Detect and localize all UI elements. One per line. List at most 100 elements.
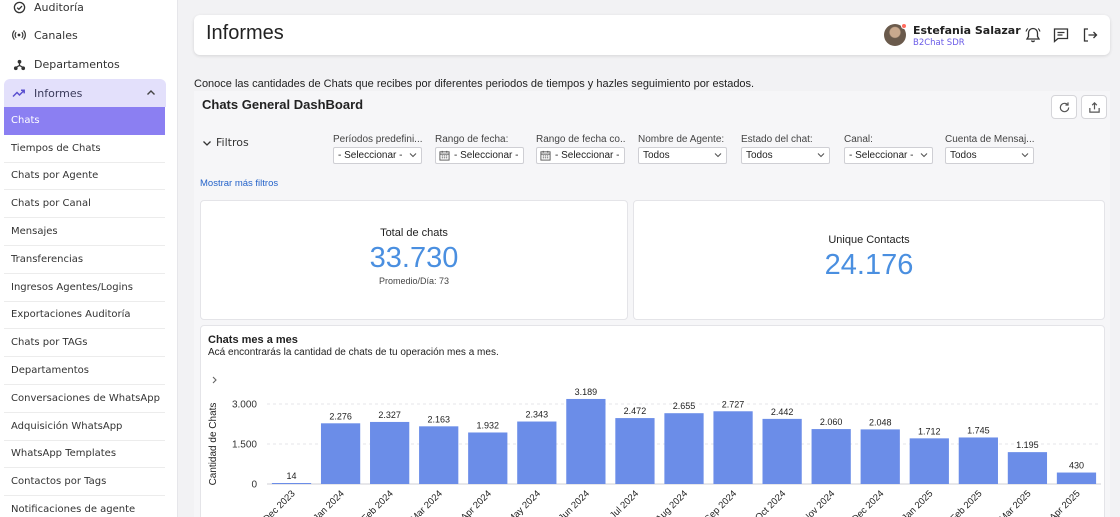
sidebar-subitem[interactable]: WhatsApp Templates [4, 440, 165, 469]
filter-label: Períodos predefini... [333, 134, 422, 145]
filter-select[interactable]: Todos [638, 147, 727, 164]
sidebar-subitem[interactable]: Exportaciones Auditoría [4, 301, 165, 330]
bar [762, 418, 802, 484]
bar [566, 398, 606, 484]
data-label: 1.712 [918, 426, 941, 436]
sidebar-subitem[interactable]: Chats [4, 107, 165, 135]
filter-6: Cuenta de Mensaj... Todos [945, 134, 1034, 164]
sidebar: Auditoría Canales Departamentos Informes… [0, 0, 178, 517]
nav-auditoria-label: Auditoría [34, 0, 84, 14]
bar [664, 413, 704, 484]
y-axis-label: Cantidad de Chats [208, 403, 219, 486]
filter-label: Canal: [844, 134, 873, 145]
bar [713, 411, 753, 484]
nav-departamentos[interactable]: Departamentos [4, 50, 166, 78]
trending-up-icon [12, 86, 26, 100]
filter-label: Cuenta de Mensaj... [945, 134, 1034, 145]
chevron-down-icon [409, 153, 417, 158]
sidebar-subitem[interactable]: Chats por Canal [4, 190, 165, 219]
refresh-icon [1059, 101, 1069, 112]
sidebar-subitem[interactable]: Adquisición WhatsApp [4, 412, 165, 441]
sidebar-subitem[interactable]: Tiempos de Chats [4, 134, 165, 163]
sidebar-subitem[interactable]: Conversaciones de WhatsApp [4, 385, 165, 413]
status-dot [901, 23, 907, 29]
sidebar-subitem[interactable]: Notificaciones de agente [4, 496, 165, 517]
sidebar-subitem[interactable]: Chats por TAGs [4, 329, 165, 358]
nav-canales[interactable]: Canales [4, 21, 166, 49]
chevron-down-icon [817, 153, 825, 158]
sidebar-subitem[interactable]: Departamentos [4, 357, 165, 385]
y-tick-label: 1.500 [232, 440, 257, 451]
filter-value: Todos [950, 150, 977, 161]
data-label: 2.327 [378, 410, 401, 420]
filters-toggle[interactable]: Filtros [202, 136, 249, 149]
filter-4: Estado del chat: Todos [741, 134, 830, 164]
x-tick-label: Aug 2024 [654, 488, 691, 517]
filter-value: - Seleccionar - [555, 150, 620, 161]
x-tick-label: Jan 2025 [900, 488, 935, 517]
kpi-total-label: Total de chats [380, 227, 448, 239]
avatar[interactable] [884, 24, 906, 46]
chart-card: Chats mes a mes Acá encontrarás la canti… [200, 325, 1105, 517]
y-tick-label: 0 [251, 480, 257, 491]
data-label: 2.655 [673, 401, 696, 411]
bell-icon[interactable] [1024, 26, 1042, 44]
kpi-unique-value: 24.176 [824, 249, 914, 281]
page-title: Informes [206, 22, 284, 44]
chart-subtitle: Acá encontrarás la cantidad de chats de … [208, 347, 499, 358]
filter-label: Nombre de Agente: [638, 134, 725, 145]
refresh-button[interactable] [1051, 95, 1077, 119]
sidebar-subitem[interactable]: Transferencias [4, 246, 165, 274]
x-tick-label: Feb 2024 [360, 488, 396, 517]
chevron-up-icon[interactable] [146, 88, 156, 101]
data-label: 2.276 [329, 411, 352, 421]
export-button[interactable] [1081, 95, 1107, 119]
filter-select[interactable]: Todos [945, 147, 1034, 164]
data-label: 2.060 [820, 417, 843, 427]
data-label: 3.189 [575, 387, 598, 397]
chevron-right-icon [212, 376, 217, 384]
date-range-input[interactable]: - Seleccionar - [536, 147, 625, 164]
x-tick-label: Dec 2023 [261, 488, 298, 517]
chevron-down-icon [1021, 153, 1029, 158]
bar [1056, 472, 1097, 484]
export-icon [1088, 101, 1100, 113]
bar [271, 483, 312, 484]
date-range-input[interactable]: - Seleccionar - [435, 147, 524, 164]
bar [320, 423, 361, 484]
chat-icon[interactable] [1052, 26, 1070, 44]
data-label: 1.745 [967, 425, 990, 435]
dashboard: Chats General DashBoard Filtros Períodos… [194, 91, 1110, 517]
filter-select[interactable]: - Seleccionar - [333, 147, 422, 164]
org-chart-icon [12, 57, 26, 71]
nav-informes[interactable]: Informes [4, 79, 166, 107]
broadcast-icon [12, 28, 26, 42]
x-tick-label: Apr 2025 [1048, 488, 1083, 517]
data-label: 2.727 [722, 399, 745, 409]
data-label: 2.472 [624, 406, 647, 416]
data-label: 2.163 [427, 414, 450, 424]
kpi-total-chats: Total de chats 33.730 Promedio/Día: 73 [200, 200, 628, 320]
sidebar-subitem[interactable]: Ingresos Agentes/Logins [4, 273, 165, 302]
filter-label: Rango de fecha co... [536, 134, 625, 145]
data-label: 2.343 [526, 410, 549, 420]
sidebar-subitem[interactable]: Contactos por Tags [4, 468, 165, 497]
x-tick-label: Mar 2024 [409, 488, 445, 517]
nav-auditoria[interactable]: Auditoría [4, 0, 166, 21]
nav-informes-label: Informes [34, 86, 83, 100]
kpi-total-value: 33.730 [369, 242, 459, 274]
sidebar-subitem[interactable]: Chats por Agente [4, 162, 165, 191]
dashboard-title: Chats General DashBoard [202, 97, 364, 112]
filter-1: Rango de fecha: - Seleccionar - [435, 134, 524, 164]
kpi-unique-label: Unique Contacts [828, 234, 910, 246]
bar [860, 429, 900, 484]
chevron-down-icon [920, 153, 928, 158]
x-tick-label: Feb 2025 [948, 488, 984, 517]
x-tick-label: Jan 2024 [311, 488, 346, 517]
filter-select[interactable]: - Seleccionar - [844, 147, 933, 164]
chevron-down-icon [714, 153, 722, 158]
logout-icon[interactable] [1081, 26, 1099, 44]
more-filters-link[interactable]: Mostrar más filtros [200, 178, 279, 189]
sidebar-subitem[interactable]: Mensajes [4, 218, 165, 246]
filter-select[interactable]: Todos [741, 147, 830, 164]
